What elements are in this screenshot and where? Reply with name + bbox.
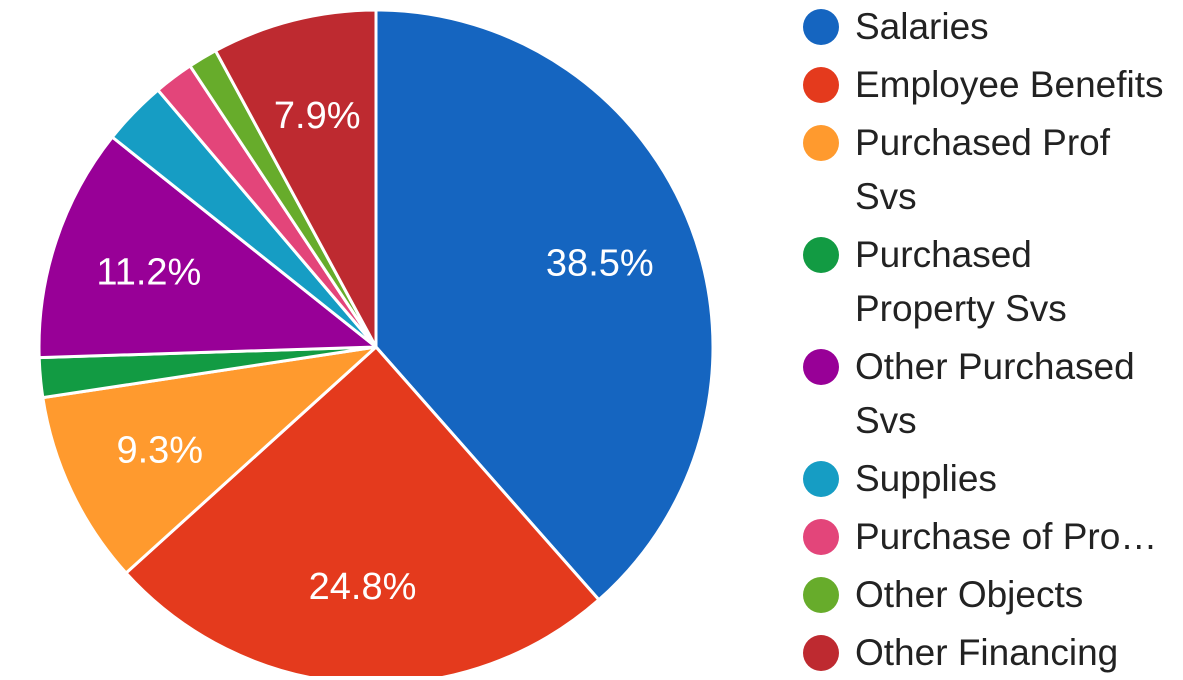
slice-label-other-purchased-svs: 11.2%	[96, 252, 201, 294]
pie-slices	[37, 8, 715, 676]
pie-labels: 38.5% 24.8% 9.3% 11.2% 7.9%	[96, 95, 653, 608]
slice-other-purchased-svs[interactable]	[37, 135, 378, 360]
slice-label-salaries: 38.5%	[546, 242, 654, 284]
slice-salaries[interactable]	[374, 8, 715, 602]
slice-purchased-prof-svs[interactable]	[41, 345, 378, 575]
slice-label-employee-benefits: 24.8%	[309, 566, 417, 608]
slice-other-financing[interactable]	[214, 8, 378, 349]
slice-label-purchased-prof-svs: 9.3%	[116, 430, 203, 472]
slice-employee-benefits[interactable]	[124, 345, 601, 676]
slice-label-other-financing: 7.9%	[274, 95, 361, 137]
